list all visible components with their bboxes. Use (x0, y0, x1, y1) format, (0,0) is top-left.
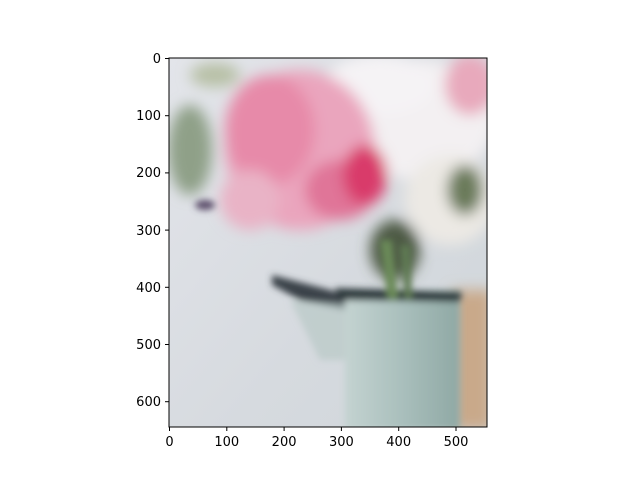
axes-frame (168, 57, 488, 428)
photo-image (169, 58, 487, 427)
x-tick-label: 0 (165, 435, 173, 450)
x-tick-label: 500 (444, 435, 469, 450)
x-tick-label: 300 (329, 435, 354, 450)
x-axis: 0 100 200 300 400 500 (165, 427, 468, 450)
y-tick-label: 600 (136, 395, 161, 410)
y-tick-label: 400 (136, 281, 161, 296)
y-tick-label: 100 (136, 109, 161, 124)
y-axis: 0 100 200 300 400 500 600 (136, 52, 169, 410)
y-tick-label: 200 (136, 166, 161, 181)
x-tick-label: 100 (214, 435, 239, 450)
x-tick-label: 200 (272, 435, 297, 450)
y-tick-label: 500 (136, 338, 161, 353)
y-tick-label: 300 (136, 224, 161, 239)
y-tick-label: 0 (153, 52, 161, 67)
x-tick-label: 400 (386, 435, 411, 450)
